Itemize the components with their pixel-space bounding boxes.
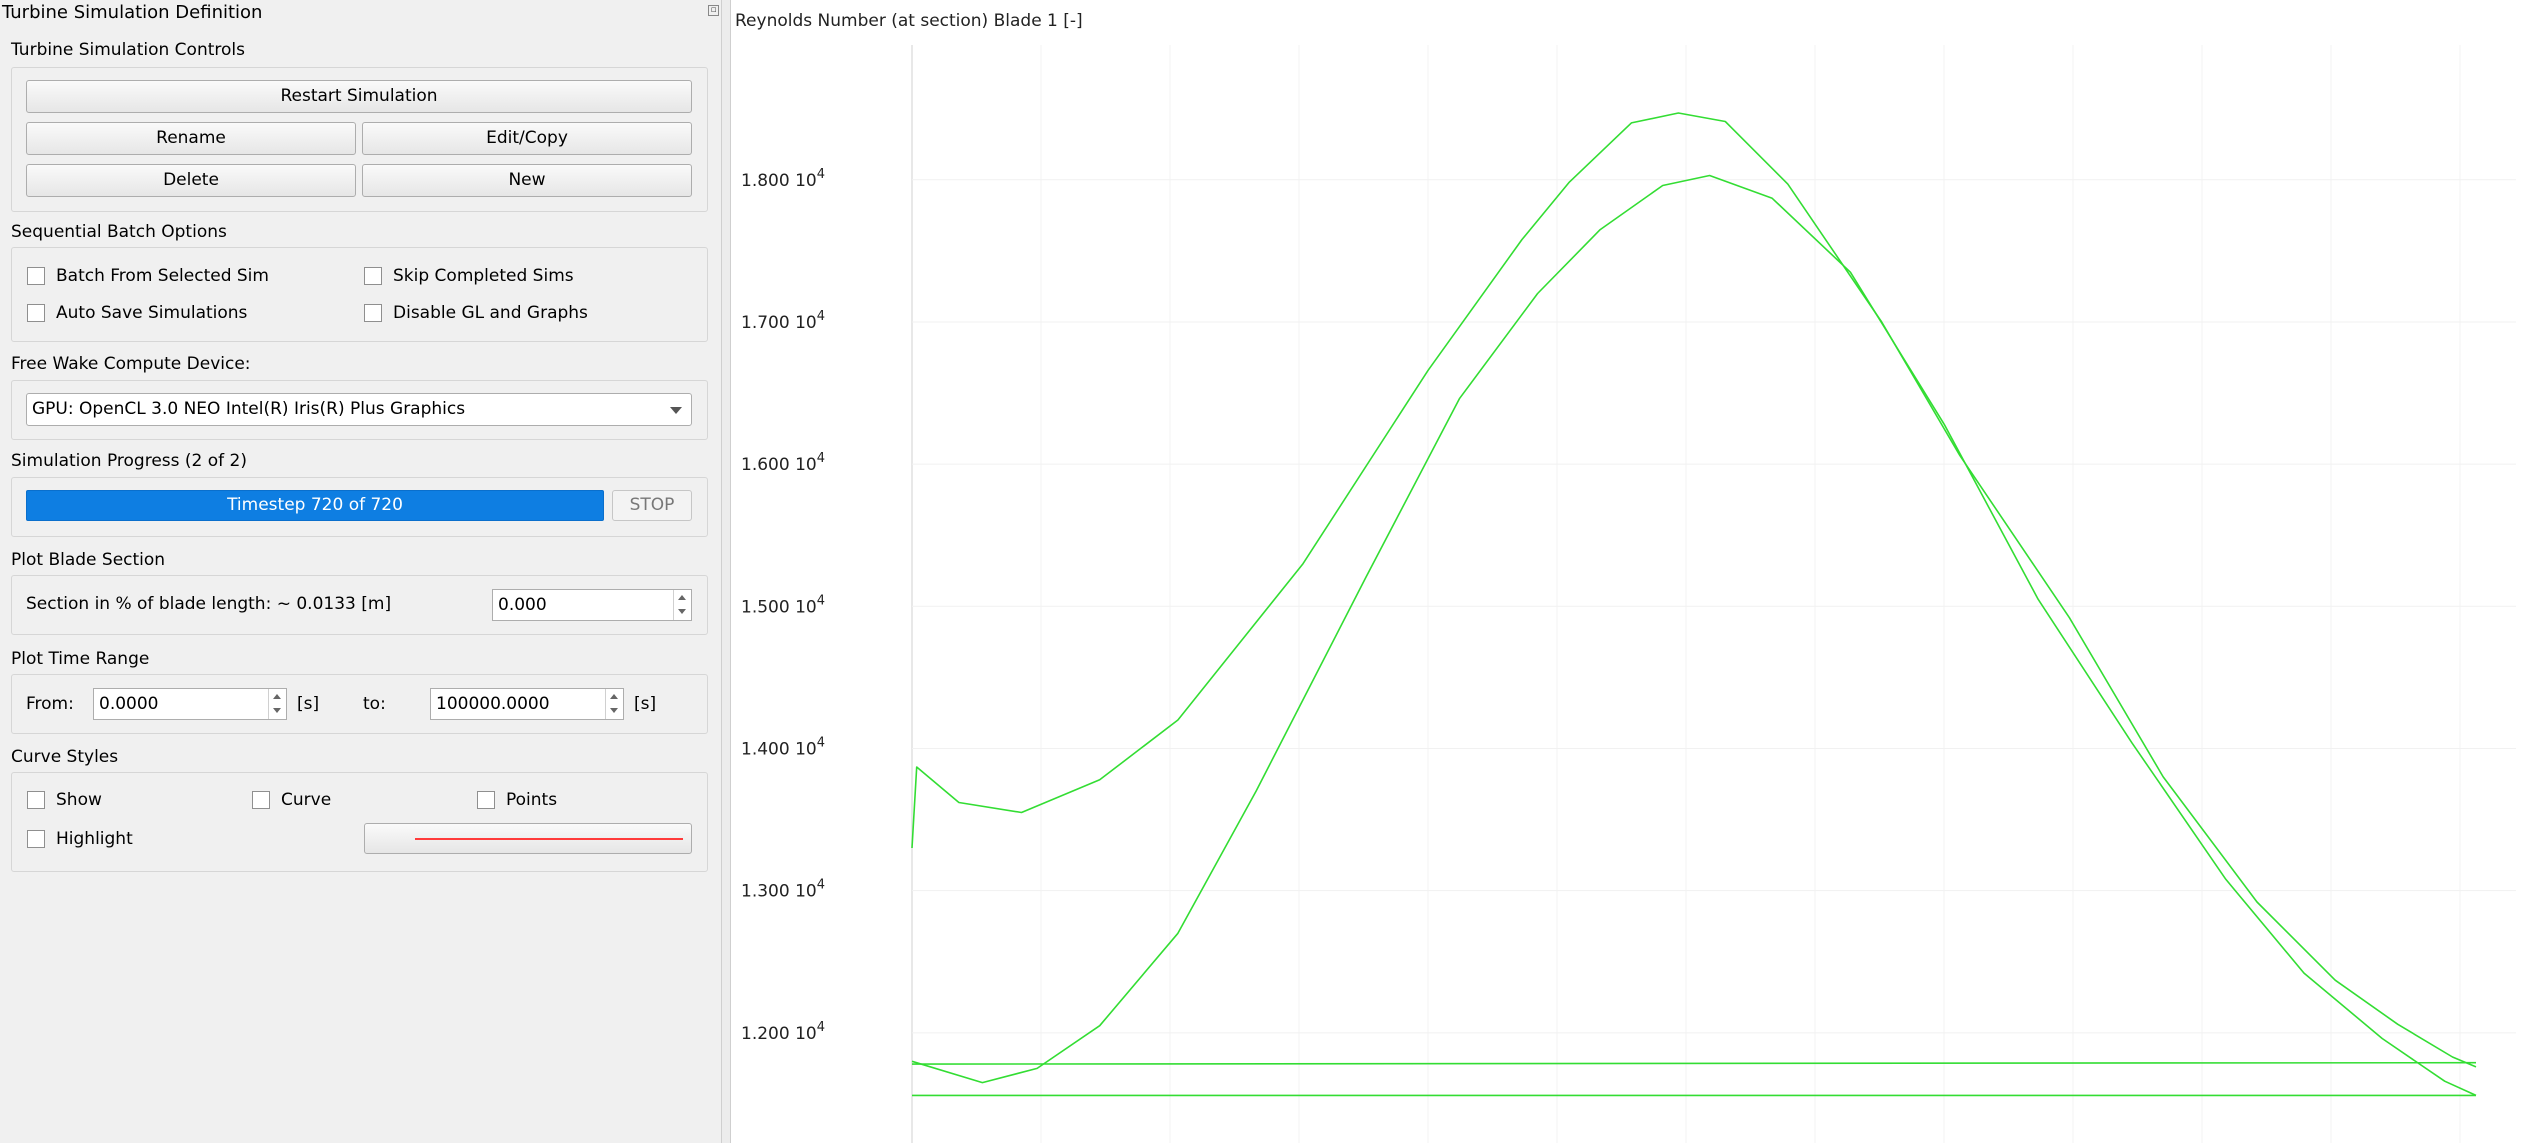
arrow-down-icon[interactable] bbox=[273, 708, 281, 713]
simulation-definition-panel: Turbine Simulation Definition ▫ Turbine … bbox=[0, 0, 721, 1143]
restart-simulation-button[interactable]: Restart Simulation bbox=[26, 80, 692, 113]
checkbox-box[interactable] bbox=[27, 304, 45, 322]
chevron-down-icon[interactable] bbox=[670, 407, 682, 414]
series-line-1 bbox=[911, 112, 2477, 1068]
arrow-up-icon[interactable] bbox=[678, 595, 686, 600]
disable-gl-checkbox[interactable]: Disable GL and Graphs bbox=[364, 303, 588, 323]
controls-group: Restart Simulation Rename Edit/Copy Dele… bbox=[11, 67, 708, 212]
controls-group-title: Turbine Simulation Controls bbox=[11, 40, 245, 60]
undock-icon[interactable]: ▫ bbox=[708, 5, 719, 16]
spin-arrows[interactable] bbox=[268, 689, 286, 719]
y-tick-label: 1.400 104 bbox=[741, 735, 825, 759]
batch-group-title: Sequential Batch Options bbox=[11, 222, 227, 242]
line-style-button[interactable] bbox=[364, 823, 692, 854]
to-label: to: bbox=[363, 694, 386, 714]
checkbox-box[interactable] bbox=[364, 304, 382, 322]
batch-from-selected-checkbox[interactable]: Batch From Selected Sim bbox=[27, 266, 269, 286]
edit-copy-button[interactable]: Edit/Copy bbox=[362, 122, 692, 155]
spin-arrows[interactable] bbox=[605, 689, 623, 719]
compute-device-select[interactable]: GPU: OpenCL 3.0 NEO Intel(R) Iris(R) Plu… bbox=[26, 393, 692, 426]
y-tick-label: 1.800 104 bbox=[741, 167, 825, 191]
from-unit-label: [s] bbox=[297, 694, 320, 714]
skip-completed-checkbox[interactable]: Skip Completed Sims bbox=[364, 266, 574, 286]
series-line-3 bbox=[911, 1061, 2477, 1065]
delete-button[interactable]: Delete bbox=[26, 164, 356, 197]
checkbox-box[interactable] bbox=[27, 791, 45, 809]
blade-section-spinbox[interactable]: 0.000 bbox=[492, 589, 692, 621]
y-tick-label: 1.600 104 bbox=[741, 451, 825, 475]
y-tick-label: 1.700 104 bbox=[741, 309, 825, 333]
curve-styles-group bbox=[11, 772, 708, 872]
checkbox-box[interactable] bbox=[252, 791, 270, 809]
to-time-spinbox[interactable]: 100000.0000 bbox=[430, 688, 624, 720]
arrow-down-icon[interactable] bbox=[678, 609, 686, 614]
reynolds-number-graph[interactable]: Reynolds Number (at section) Blade 1 [-]… bbox=[731, 0, 2525, 1143]
series-line-2 bbox=[911, 174, 2477, 1097]
chart-title: Reynolds Number (at section) Blade 1 [-] bbox=[735, 11, 1083, 31]
chart-svg: Reynolds Number (at section) Blade 1 [-]… bbox=[735, 11, 2516, 1143]
progress-group-title: Simulation Progress (2 of 2) bbox=[11, 451, 247, 471]
rename-button[interactable]: Rename bbox=[26, 122, 356, 155]
checkbox-box[interactable] bbox=[27, 830, 45, 848]
blade-section-group-title: Plot Blade Section bbox=[11, 550, 166, 570]
spin-arrows[interactable] bbox=[673, 590, 691, 620]
y-tick-label: 1.500 104 bbox=[741, 593, 825, 617]
batch-group bbox=[11, 247, 708, 342]
new-button[interactable]: New bbox=[362, 164, 692, 197]
panel-splitter[interactable] bbox=[721, 0, 731, 1143]
device-group-title: Free Wake Compute Device: bbox=[11, 354, 251, 374]
show-checkbox[interactable]: Show bbox=[27, 790, 102, 810]
to-unit-label: [s] bbox=[634, 694, 657, 714]
curve-styles-group-title: Curve Styles bbox=[11, 747, 119, 767]
panel-title: Turbine Simulation Definition bbox=[2, 2, 263, 23]
stop-button[interactable]: STOP bbox=[612, 490, 692, 521]
arrow-up-icon[interactable] bbox=[273, 694, 281, 699]
blade-section-label: Section in % of blade length: ~ 0.0133 [… bbox=[26, 594, 392, 614]
simulation-progress-bar: Timestep 720 of 720 bbox=[26, 490, 604, 521]
from-time-spinbox[interactable]: 0.0000 bbox=[93, 688, 287, 720]
line-style-swatch bbox=[415, 838, 683, 840]
y-tick-label: 1.300 104 bbox=[741, 878, 825, 902]
arrow-down-icon[interactable] bbox=[610, 708, 618, 713]
checkbox-box[interactable] bbox=[27, 267, 45, 285]
checkbox-box[interactable] bbox=[477, 791, 495, 809]
arrow-up-icon[interactable] bbox=[610, 694, 618, 699]
auto-save-checkbox[interactable]: Auto Save Simulations bbox=[27, 303, 247, 323]
y-tick-label: 1.200 104 bbox=[741, 1020, 825, 1044]
curve-checkbox[interactable]: Curve bbox=[252, 790, 331, 810]
checkbox-box[interactable] bbox=[364, 267, 382, 285]
points-checkbox[interactable]: Points bbox=[477, 790, 557, 810]
from-label: From: bbox=[26, 694, 74, 714]
time-range-group-title: Plot Time Range bbox=[11, 649, 150, 669]
highlight-checkbox[interactable]: Highlight bbox=[27, 829, 133, 849]
